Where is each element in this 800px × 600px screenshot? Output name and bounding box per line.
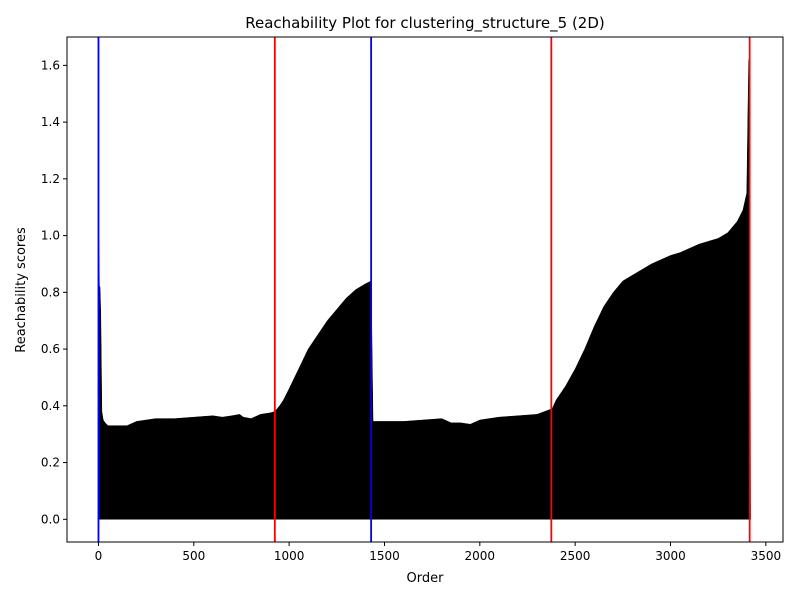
y-tick-label-7: 1.4	[41, 115, 60, 129]
x-tick-label-1: 500	[182, 549, 205, 563]
y-tick-label-8: 1.6	[41, 58, 60, 72]
x-tick-label-0: 0	[95, 549, 103, 563]
chart-title: Reachability Plot for clustering_structu…	[245, 14, 605, 33]
x-tick-label-3: 1500	[369, 549, 400, 563]
y-tick-label-1: 0.2	[41, 456, 60, 470]
y-tick-label-2: 0.4	[41, 399, 60, 413]
x-tick-label-4: 2000	[465, 549, 496, 563]
x-axis-label: Order	[407, 571, 445, 586]
axes-frame	[66, 36, 784, 543]
x-tick-label-6: 3000	[655, 549, 686, 563]
plot-area: 0 500 1000 1500 2000 2500 3000 3500 0.0 0.2 0.4 0.6…	[41, 36, 784, 563]
y-tick-label-3: 0.6	[41, 342, 60, 356]
y-tick-label-4: 0.8	[41, 285, 60, 299]
x-tick-label-2: 1000	[274, 549, 305, 563]
x-tick-label-7: 3500	[751, 549, 782, 563]
y-tick-label-6: 1.2	[41, 172, 60, 186]
y-tick-label-5: 1.0	[41, 229, 60, 243]
x-tick-label-5: 2500	[560, 549, 591, 563]
y-axis-label: Reachability scores	[14, 227, 29, 353]
y-tick-label-0: 0.0	[41, 512, 60, 526]
reachability-area-0	[98, 59, 751, 520]
